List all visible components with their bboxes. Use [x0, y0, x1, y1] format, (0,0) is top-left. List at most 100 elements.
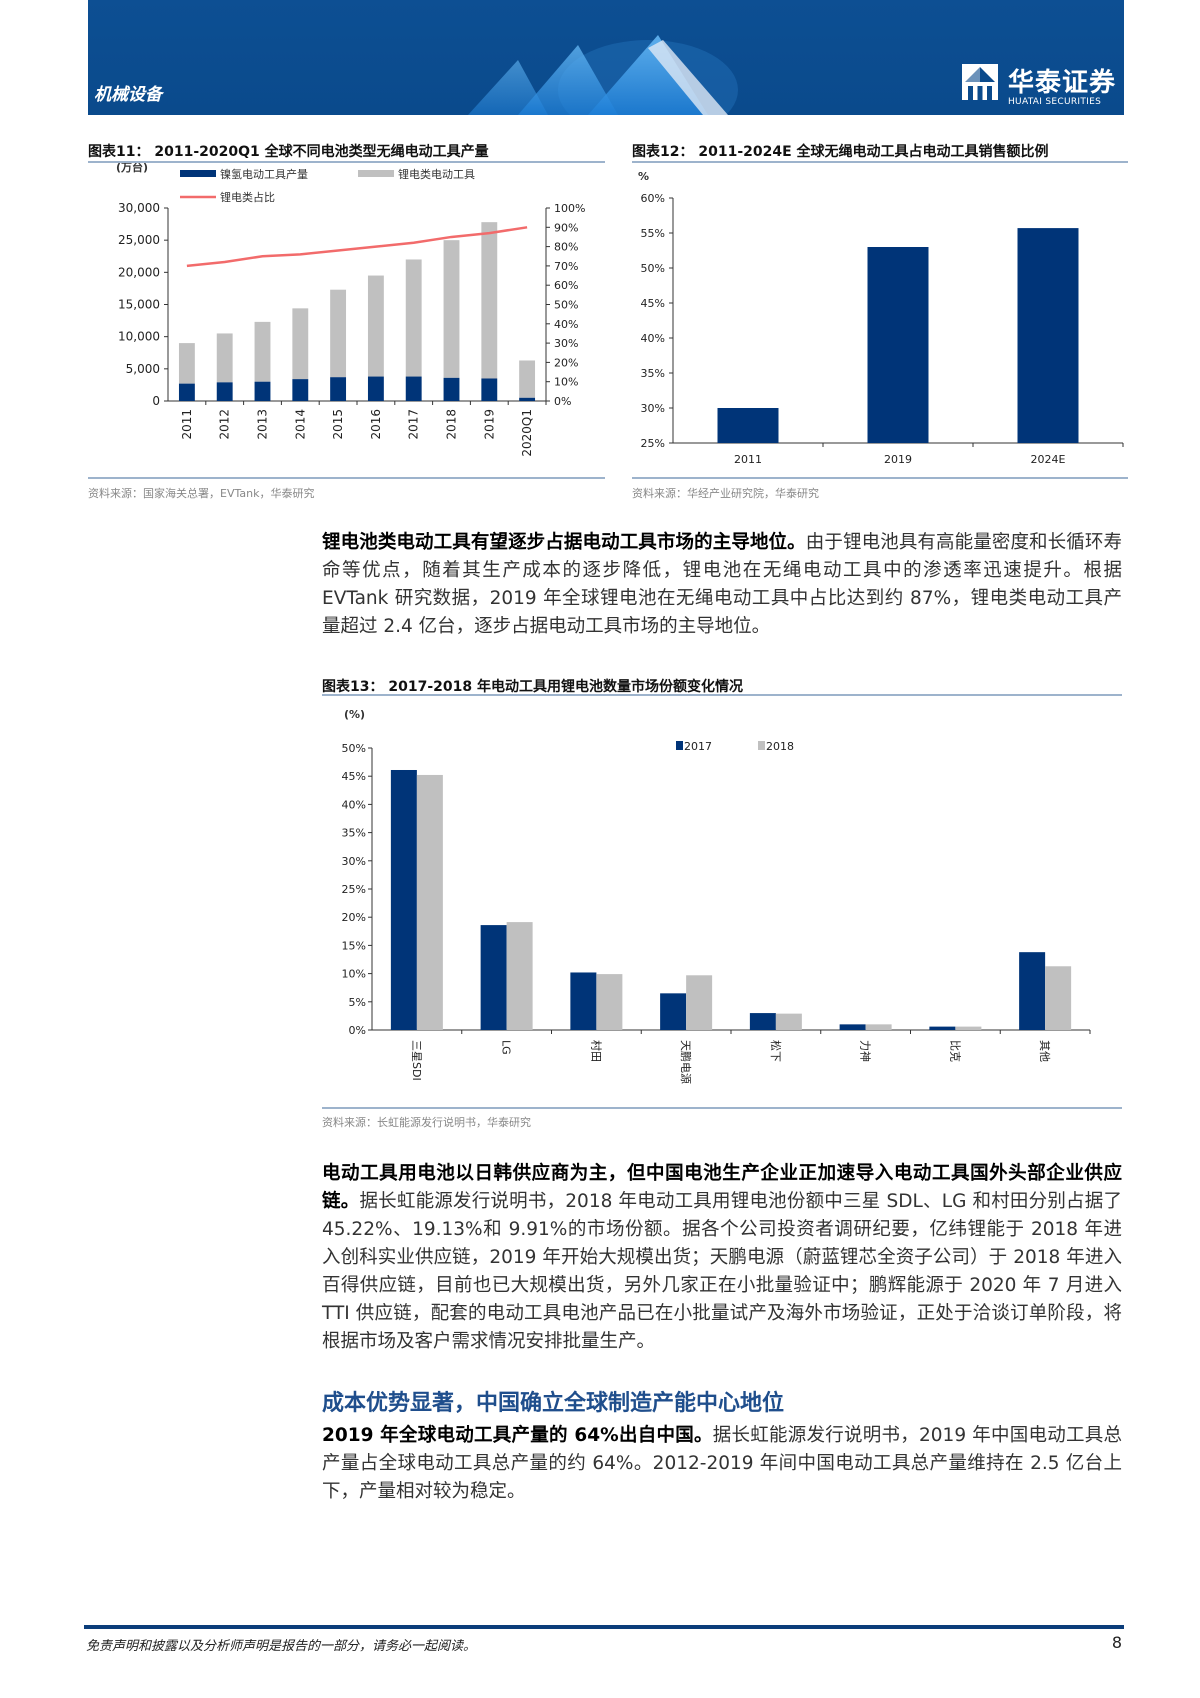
x-tick-label: 2016: [369, 409, 383, 440]
y-axis-unit: %: [638, 170, 649, 183]
x-tick-label: 2019: [482, 409, 496, 440]
line-li-ratio: [186, 226, 528, 268]
bar-2018-比克: [955, 1026, 982, 1030]
x-tick-label: 2018: [445, 409, 459, 440]
y-tick-label: 25%: [641, 437, 665, 450]
fig13-chart: (%) 2017 2018 0% 5% 10% 15% 20% 25% 30% 35% 40% 45% 5…: [342, 708, 1091, 1084]
legend-swatch-li: [358, 170, 394, 177]
bar-nimh-2014: [292, 379, 309, 401]
fig12-source-rule: [632, 477, 1128, 479]
footer-disclaimer: 免责声明和披露以及分析师声明是报告的一部分，请务必一起阅读。: [86, 1639, 477, 1654]
y2-tick-label: 60%: [554, 279, 578, 292]
fig13-title: 图表13： 2017-2018 年电动工具用锂电池数量市场份额变化情况: [322, 679, 743, 695]
y-tick-label: 10%: [342, 968, 366, 981]
x-tick-label: 2015: [331, 409, 345, 440]
legend-swatch-2017: [676, 741, 683, 750]
bar-li-2016: [367, 275, 384, 377]
x-tick-label: 松下: [769, 1040, 783, 1062]
legend-label-nimh: 镍氢电动工具产量: [220, 167, 308, 181]
huatai-logo-mark-icon: [961, 64, 998, 100]
y-tick-label: 25%: [342, 883, 366, 896]
y2-tick-label: 40%: [554, 318, 578, 331]
y-axis-unit: (万台): [116, 163, 148, 174]
bar-nimh-2011: [178, 383, 195, 401]
fig12-source: 资料来源：华经产业研究院，华泰研究: [632, 487, 819, 500]
bar-2024E: [1017, 228, 1079, 443]
logo-en-text: HUATAI SECURITIES: [1007, 97, 1102, 107]
mountain-graphic: [468, 35, 738, 115]
y-tick-label: 5%: [349, 996, 366, 1009]
bar-2017-天鹏电源: [660, 993, 687, 1030]
footer-rule: [84, 1625, 1124, 1629]
y-tick-label: 30,000: [118, 201, 160, 215]
bar-li-2018: [443, 240, 460, 378]
y-tick-label: 15%: [342, 939, 366, 952]
bar-2017-其他: [1019, 952, 1046, 1030]
bar-2011: [717, 408, 779, 443]
x-tick-label: 村田: [589, 1040, 603, 1062]
x-tick-label: 2024E: [1031, 453, 1066, 466]
legend-label-ratio: 锂电类占比: [220, 190, 275, 204]
bar-2018-松下: [775, 1013, 802, 1030]
legend-label-2017: 2017: [684, 740, 712, 753]
paragraph-supply-chain: 电动工具用电池以日韩供应商为主，但中国电池生产企业正加速导入电动工具国外头部企业…: [322, 1160, 1122, 1356]
bar-nimh-2015: [330, 377, 347, 401]
page-header-banner: 机械设备 华泰证券 HUATAI SECURITIES: [88, 0, 1124, 115]
paragraph-lead: 锂电池类电动工具有望逐步占据电动工具市场的主导地位。: [322, 532, 806, 553]
y-tick-label: 40%: [641, 332, 665, 345]
bar-2017-三星SDI: [390, 769, 417, 1030]
paragraph-lead: 电动工具用电池以日韩供应商为主，但中国电池生产企业正加速导入电动工具国外头部企业…: [322, 1163, 1122, 1212]
logo-cn-text: 华泰证券: [1007, 68, 1116, 98]
y-tick-label: 50%: [342, 742, 366, 755]
x-tick-label: 三星SDI: [410, 1040, 423, 1081]
bar-li-2014: [292, 308, 309, 380]
x-tick-label: 2011: [734, 453, 762, 466]
bar-li-2017: [405, 259, 422, 377]
bar-li-2013: [254, 321, 271, 382]
fig12-chart: % 25% 30% 35% 40% 45% 50% 55% 60% 2011 2019 2024E: [638, 170, 1124, 466]
legend-swatch-nimh: [180, 170, 216, 177]
bar-nimh-2020Q1: [519, 397, 536, 401]
y-tick-label: 10,000: [118, 330, 160, 344]
y-tick-label: 30%: [342, 855, 366, 868]
x-tick-label: 2012: [218, 409, 232, 440]
y2-tick-label: 90%: [554, 221, 578, 234]
y-tick-label: 20%: [342, 911, 366, 924]
y-tick-label: 25,000: [118, 233, 160, 247]
bar-2017-村田: [570, 972, 597, 1030]
y-tick-label: 60%: [641, 192, 665, 205]
x-tick-label: 2019: [884, 453, 912, 466]
y-tick-label: 15,000: [118, 298, 160, 312]
y-tick-label: 35%: [342, 827, 366, 840]
paragraph-china-production: 2019 年全球电动工具产量的 64%出自中国。据长虹能源发行说明书，2019 …: [322, 1422, 1122, 1506]
bar-nimh-2016: [367, 376, 384, 401]
y-tick-label: 35%: [641, 367, 665, 380]
x-tick-label: 2011: [180, 409, 194, 440]
y-tick-label: 20,000: [118, 265, 160, 279]
y-axis-unit: (%): [344, 708, 365, 721]
x-tick-label: 天鹏电源: [679, 1040, 693, 1084]
fig13-source: 资料来源：长虹能源发行说明书，华泰研究: [322, 1116, 531, 1129]
legend-swatch-2018: [758, 741, 765, 750]
y2-tick-label: 0%: [554, 395, 571, 408]
bar-2018-三星SDI: [416, 774, 443, 1030]
bar-2018-村田: [596, 974, 623, 1030]
x-tick-label: 2017: [407, 409, 421, 440]
fig11-source-rule: [88, 477, 605, 479]
bar-2018-其他: [1045, 966, 1072, 1030]
fig13-source-rule: [322, 1107, 1122, 1109]
section-heading: 成本优势显著，中国确立全球制造产能中心地位: [322, 1391, 785, 1416]
y-tick-label: 30%: [641, 402, 665, 415]
y-tick-label: 55%: [641, 227, 665, 240]
fig11-title-rule: [88, 161, 605, 163]
y-tick-label: 45%: [342, 770, 366, 783]
y-tick-label: 0%: [349, 1024, 366, 1037]
huatai-logo: 华泰证券 HUATAI SECURITIES: [961, 62, 1116, 107]
bar-li-2020Q1: [519, 360, 536, 398]
x-tick-label: 2013: [256, 409, 270, 440]
paragraph-body: 由于锂电池具有高能量密度和长循环寿命等优点，随着其生产成本的逐步降低，锂电池在无…: [322, 532, 1122, 637]
y2-tick-label: 50%: [554, 299, 578, 312]
paragraph-lithium-dominance: 锂电池类电动工具有望逐步占据电动工具市场的主导地位。由于锂电池具有高能量密度和长…: [322, 529, 1122, 641]
bar-li-2019: [481, 222, 498, 379]
